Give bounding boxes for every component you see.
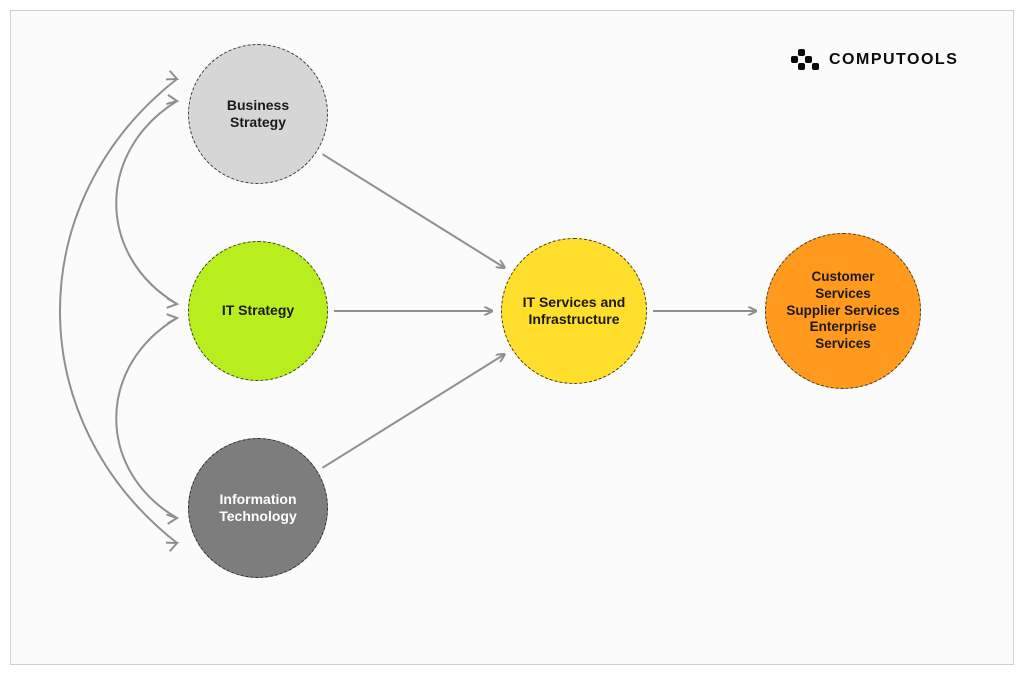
node-label: Business Strategy bbox=[217, 97, 299, 132]
brand-icon bbox=[791, 49, 821, 71]
brand-text: COMPUTOOLS bbox=[829, 51, 958, 69]
brand: COMPUTOOLS bbox=[791, 49, 958, 71]
node-it-strategy: IT Strategy bbox=[188, 241, 328, 381]
node-label: Customer Services Supplier Services Ente… bbox=[776, 269, 909, 353]
node-label: Information Technology bbox=[209, 491, 307, 526]
node-label: IT Services and Infrastructure bbox=[513, 294, 636, 329]
node-label: IT Strategy bbox=[212, 302, 304, 320]
diagram-frame: Business Strategy IT Strategy Informatio… bbox=[10, 10, 1014, 665]
node-customer-services: Customer Services Supplier Services Ente… bbox=[765, 233, 921, 389]
node-business-strategy: Business Strategy bbox=[188, 44, 328, 184]
node-it-services: IT Services and Infrastructure bbox=[501, 238, 647, 384]
node-info-tech: Information Technology bbox=[188, 438, 328, 578]
